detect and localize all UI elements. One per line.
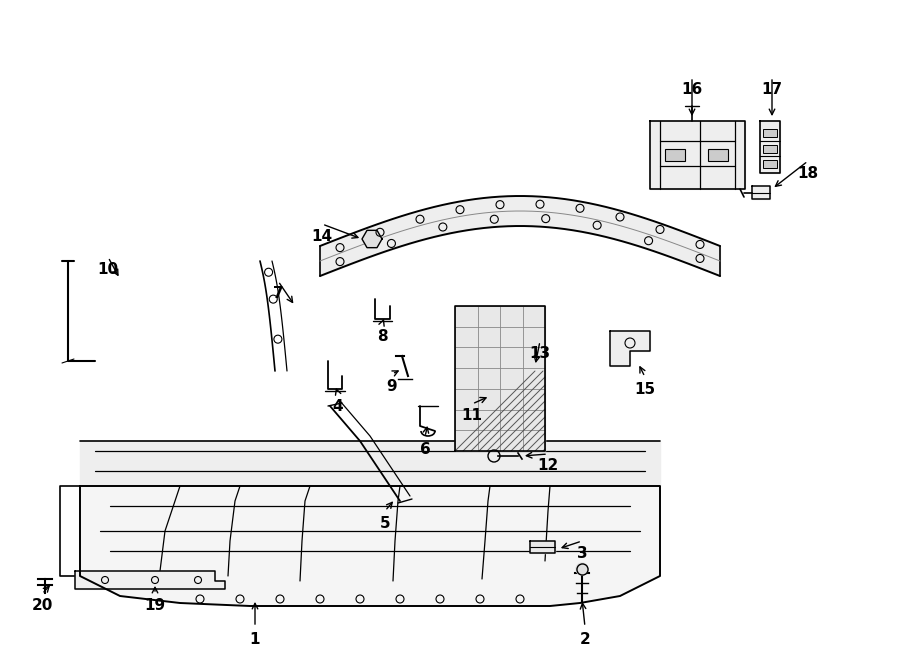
Text: 9: 9 xyxy=(387,379,397,393)
Text: 11: 11 xyxy=(462,408,482,424)
Bar xyxy=(665,149,685,161)
Text: 16: 16 xyxy=(681,81,703,97)
Bar xyxy=(763,145,777,153)
Text: 12: 12 xyxy=(537,459,559,473)
Polygon shape xyxy=(530,541,555,553)
Polygon shape xyxy=(362,230,382,248)
Text: 17: 17 xyxy=(761,81,783,97)
Text: 8: 8 xyxy=(377,329,387,344)
Text: 5: 5 xyxy=(380,516,391,531)
Polygon shape xyxy=(80,486,660,606)
Text: 14: 14 xyxy=(311,229,333,243)
Polygon shape xyxy=(752,186,770,199)
Polygon shape xyxy=(75,571,225,589)
Bar xyxy=(708,149,728,161)
Text: 3: 3 xyxy=(577,545,588,561)
Text: 10: 10 xyxy=(97,262,119,276)
Polygon shape xyxy=(455,306,545,451)
Polygon shape xyxy=(80,441,660,486)
Polygon shape xyxy=(610,331,650,366)
Polygon shape xyxy=(650,121,745,189)
Polygon shape xyxy=(760,121,780,173)
Circle shape xyxy=(576,563,588,575)
Text: 18: 18 xyxy=(797,165,819,180)
Text: 20: 20 xyxy=(32,598,53,613)
Text: 7: 7 xyxy=(273,286,284,301)
Text: 6: 6 xyxy=(419,442,430,457)
Bar xyxy=(763,160,777,168)
Text: 15: 15 xyxy=(634,381,655,397)
Text: 2: 2 xyxy=(580,631,590,646)
Text: 13: 13 xyxy=(529,346,551,360)
Text: 4: 4 xyxy=(333,399,343,414)
Text: 19: 19 xyxy=(144,598,166,613)
Text: 1: 1 xyxy=(249,631,260,646)
Bar xyxy=(763,129,777,137)
